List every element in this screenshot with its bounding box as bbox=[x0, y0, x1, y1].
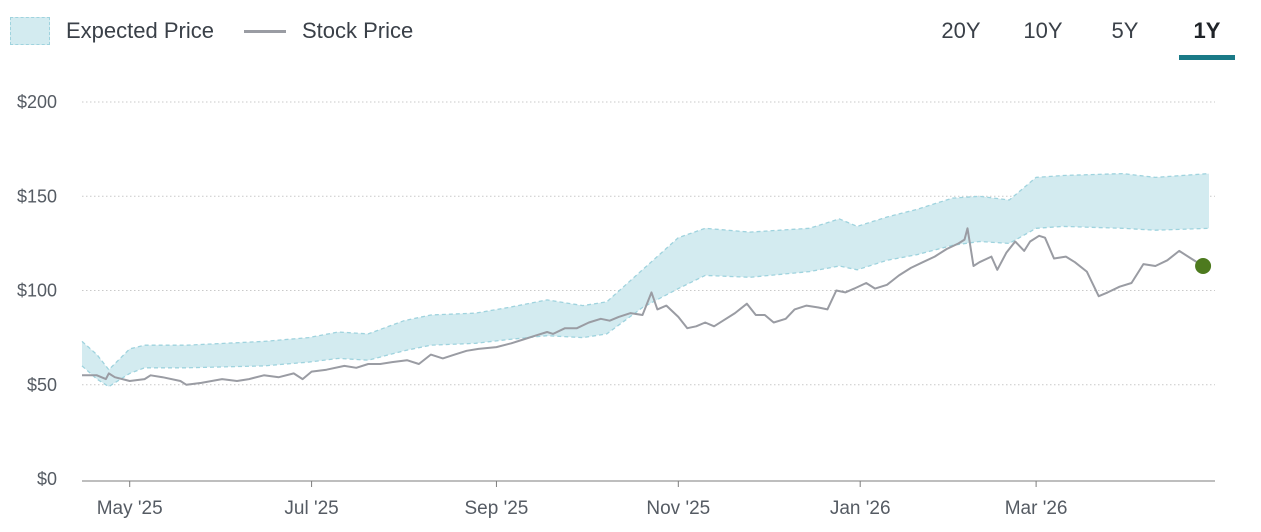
legend-stock-price-label: Stock Price bbox=[301, 18, 414, 43]
expected-price-swatch bbox=[10, 17, 50, 45]
x-tick-label: Jan '26 bbox=[830, 498, 891, 519]
tab-1y[interactable]: 1Y bbox=[1179, 14, 1235, 60]
x-tick-label: Mar '26 bbox=[1005, 498, 1068, 519]
y-tick-label: $0 bbox=[37, 469, 57, 489]
expected-price-lower-edge bbox=[81, 225, 1210, 388]
expected-price-band bbox=[82, 173, 1209, 387]
legend-expected-price-label: Expected Price bbox=[66, 18, 214, 43]
y-tick-label: $200 bbox=[17, 92, 57, 112]
y-tick-label: $100 bbox=[17, 281, 57, 301]
current-price-marker bbox=[1195, 257, 1212, 274]
timeframe-tabs: 20Y 10Y 5Y 1Y bbox=[907, 14, 1235, 60]
x-tick-label: Jul '25 bbox=[284, 498, 338, 519]
x-tick-label: Nov '25 bbox=[646, 498, 710, 519]
y-tick-label: $150 bbox=[17, 186, 57, 206]
stock-price-swatch bbox=[243, 29, 286, 33]
y-tick-label: $50 bbox=[27, 375, 57, 395]
x-tick-label: Sep '25 bbox=[465, 498, 529, 519]
tab-5y[interactable]: 5Y bbox=[1111, 18, 1139, 43]
tab-20y[interactable]: 20Y bbox=[941, 18, 981, 43]
expected-price-upper-edge bbox=[81, 172, 1210, 371]
chart-legend: Expected Price Stock Price bbox=[10, 15, 443, 47]
stock-price-line bbox=[82, 227, 1204, 386]
tab-10y[interactable]: 10Y bbox=[1023, 18, 1063, 43]
x-tick-label: May '25 bbox=[97, 498, 163, 519]
